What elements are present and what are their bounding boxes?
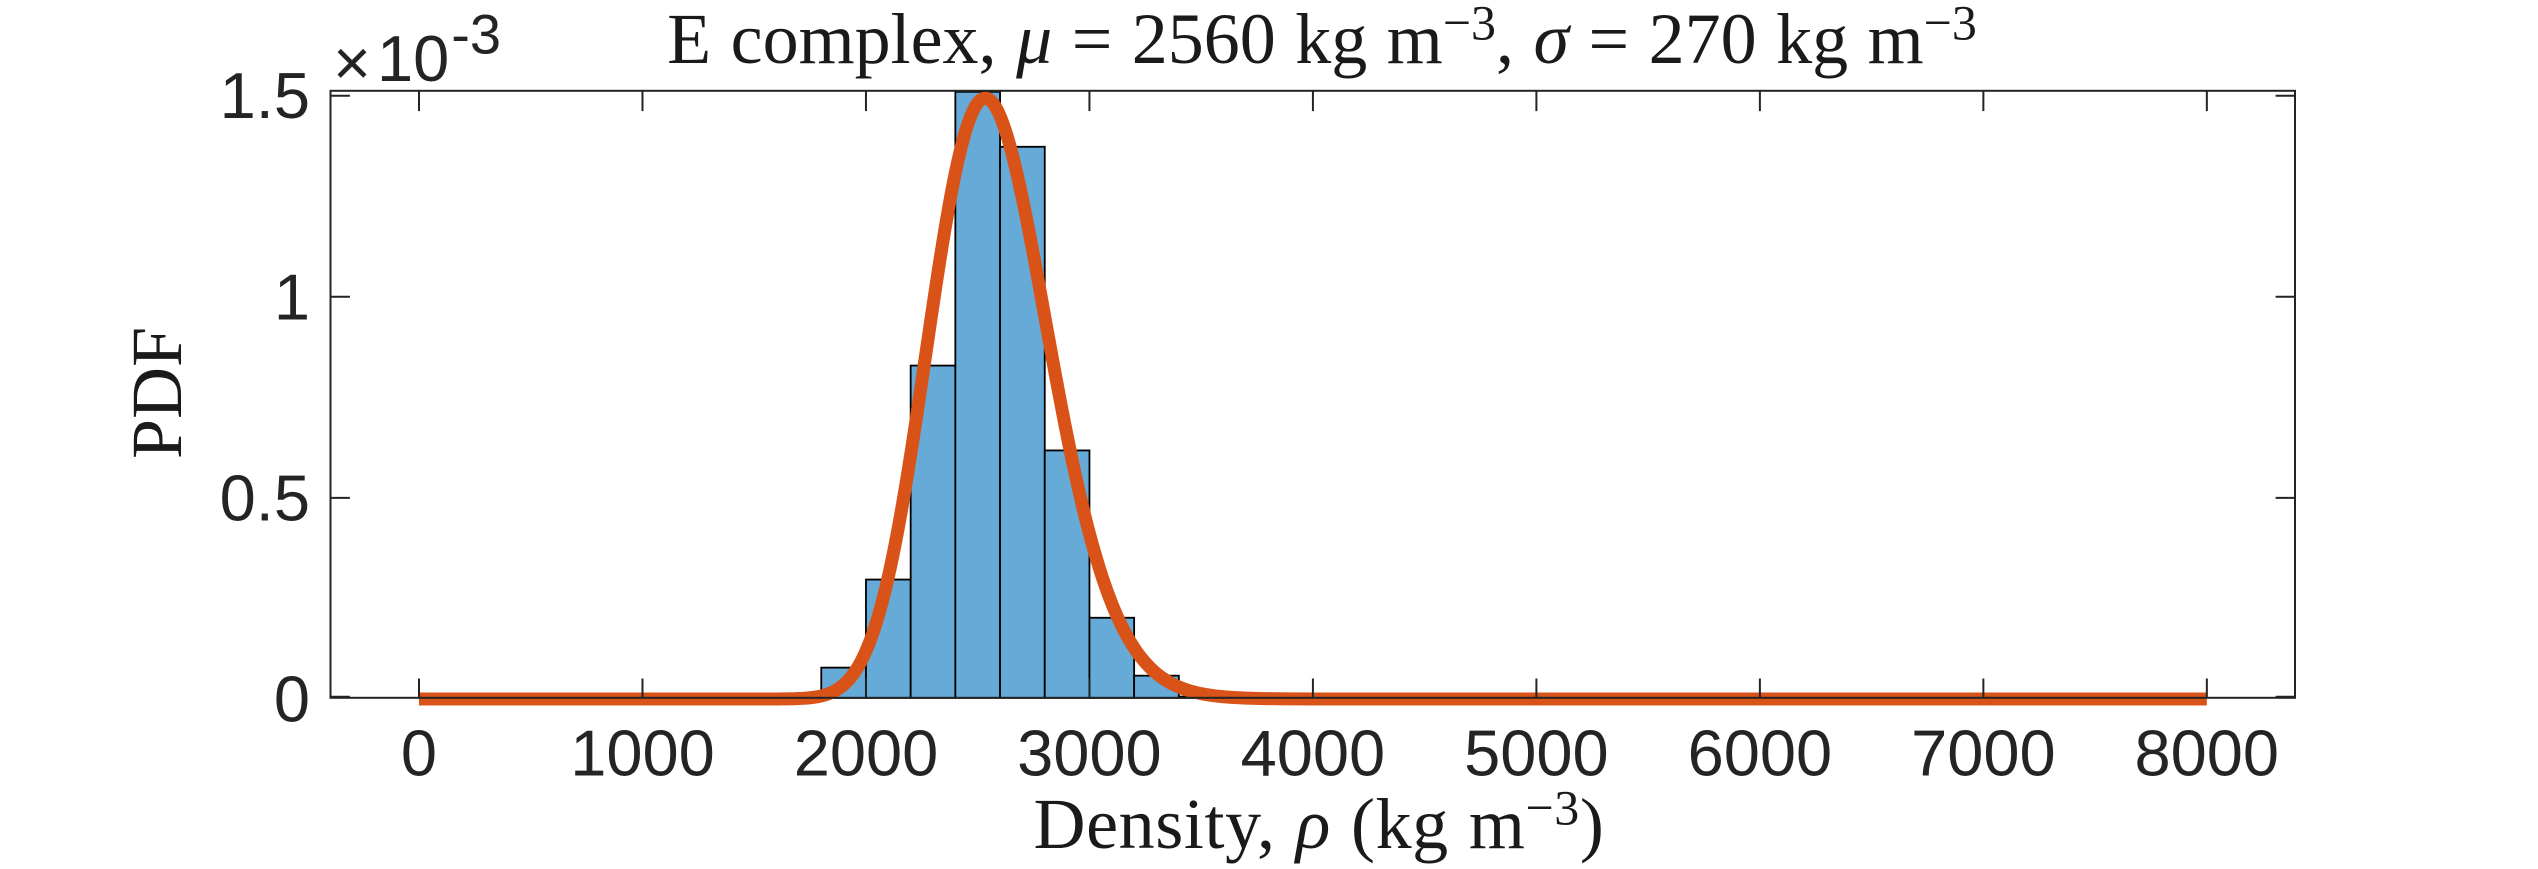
svg-text:1: 1 [274, 260, 310, 333]
svg-text:0.5: 0.5 [220, 461, 310, 534]
svg-text:2000: 2000 [794, 717, 939, 790]
svg-text:6000: 6000 [1688, 717, 1833, 790]
svg-text:×10-3: ×10-3 [333, 3, 501, 99]
svg-text:5000: 5000 [1464, 717, 1609, 790]
svg-text:3000: 3000 [1017, 717, 1162, 790]
svg-text:1000: 1000 [570, 717, 715, 790]
svg-text:0: 0 [401, 717, 437, 790]
svg-text:Density, ρ (kg m−3): Density, ρ (kg m−3) [1034, 780, 1605, 864]
svg-text:7000: 7000 [1911, 717, 2056, 790]
svg-text:4000: 4000 [1241, 717, 1386, 790]
svg-text:E complex, μ = 2560 kg m−3, σ: E complex, μ = 2560 kg m−3, σ = 270 kg m… [667, 0, 1977, 79]
svg-text:PDF: PDF [117, 327, 197, 459]
svg-text:8000: 8000 [2134, 717, 2279, 790]
svg-text:0: 0 [274, 662, 310, 735]
svg-text:1.5: 1.5 [220, 59, 310, 132]
